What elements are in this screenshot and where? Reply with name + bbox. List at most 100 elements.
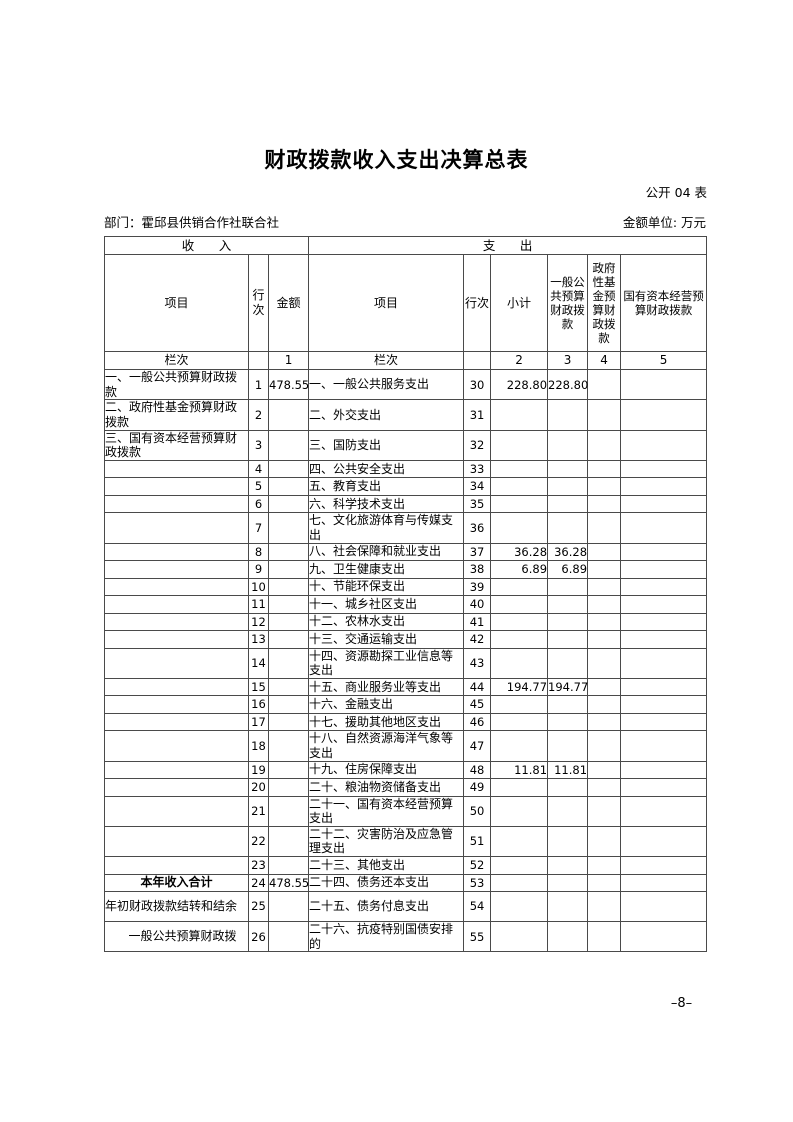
table-column-number-row: 栏次 1 栏次 2 3 4 5 [104, 351, 708, 370]
cell-income-amount [267, 712, 310, 732]
department-label: 部门：霍邱县供销合作社联合社 [104, 215, 280, 230]
table-body: 一、一般公共预算财政拨款 1 478.55 一、一般公共服务支出 30 228.80 228… [104, 368, 708, 953]
cell-expense-line: 51 [463, 825, 492, 858]
cell-general-public: 11.81 [547, 760, 589, 779]
cell-state-capital [620, 795, 708, 827]
cell-income-line: 3 [248, 429, 269, 461]
cell-state-capital [620, 873, 708, 892]
colno-expense-line [463, 351, 492, 370]
cell-income-line: 5 [248, 477, 269, 496]
table-row: 17 十七、援助其他地区支出 46 [104, 712, 708, 732]
cell-expense-line: 47 [463, 730, 492, 762]
cell-income-item: 本年收入合计 [104, 873, 249, 892]
cell-gov-fund [587, 560, 622, 579]
cell-expense-item: 十六、金融支出 [308, 695, 465, 714]
cell-expense-item: 十九、住房保障支出 [308, 760, 465, 779]
cell-income-item [104, 477, 249, 496]
cell-expense-line: 39 [463, 577, 492, 596]
cell-income-amount [267, 630, 310, 649]
cell-income-line: 8 [248, 542, 269, 561]
cell-expense-line: 37 [463, 542, 492, 561]
cell-income-amount [267, 825, 310, 858]
cell-income-item: 一、一般公共预算财政拨款 [104, 368, 249, 401]
cell-income-item [104, 630, 249, 649]
cell-gov-fund [587, 429, 622, 461]
cell-subtotal [490, 920, 549, 953]
cell-state-capital [620, 891, 708, 922]
cell-expense-line: 40 [463, 595, 492, 614]
table-row: 本年收入合计 24 478.55 二十四、债务还本支出 53 [104, 873, 708, 892]
table-row: 21 二十一、国有资本经营预算支出 50 [104, 795, 708, 827]
cell-state-capital [620, 630, 708, 649]
band-expense: 支 出 [308, 236, 708, 255]
cell-subtotal [490, 856, 549, 875]
cell-income-amount [267, 399, 310, 431]
cell-general-public [547, 795, 589, 827]
financial-table: 收 入 支 出 项目 行次 金额 项目 行次 小计 一般公共预算财政拨款 政府性… [103, 236, 708, 953]
header-income-item: 项目 [104, 254, 249, 352]
colno-subtotal: 2 [490, 351, 549, 370]
cell-income-line: 24 [248, 873, 269, 892]
cell-income-amount [267, 647, 310, 679]
cell-state-capital [620, 856, 708, 875]
cell-general-public [547, 494, 589, 514]
cell-state-capital [620, 595, 708, 614]
table-row: 18 十八、自然资源海洋气象等支出 47 [104, 730, 708, 762]
cell-income-amount [267, 542, 310, 561]
cell-gov-fund [587, 512, 622, 544]
cell-state-capital [620, 512, 708, 544]
cell-gov-fund [587, 542, 622, 561]
cell-gov-fund [587, 778, 622, 797]
cell-expense-item: 十五、商业服务业等支出 [308, 677, 465, 697]
cell-state-capital [620, 542, 708, 561]
cell-general-public [547, 595, 589, 614]
cell-gov-fund [587, 630, 622, 649]
cell-expense-item: 十一、城乡社区支出 [308, 595, 465, 614]
cell-expense-line: 30 [463, 368, 492, 401]
cell-expense-line: 55 [463, 920, 492, 953]
cell-subtotal [490, 612, 549, 631]
cell-expense-item: 八、社会保障和就业支出 [308, 542, 465, 561]
cell-gov-fund [587, 494, 622, 514]
cell-income-line: 20 [248, 778, 269, 797]
cell-income-item [104, 494, 249, 514]
cell-state-capital [620, 647, 708, 679]
cell-expense-line: 31 [463, 399, 492, 431]
cell-state-capital [620, 712, 708, 732]
colno-label-expense: 栏次 [308, 351, 465, 370]
cell-income-item [104, 730, 249, 762]
band-income: 收 入 [103, 236, 310, 255]
cell-gov-fund [587, 459, 622, 479]
cell-gov-fund [587, 647, 622, 679]
cell-subtotal [490, 459, 549, 479]
cell-state-capital [620, 778, 708, 797]
colno-income-amount: 1 [267, 351, 310, 370]
cell-income-line: 21 [248, 795, 269, 827]
colno-income-line [248, 351, 269, 370]
cell-income-amount [267, 891, 310, 922]
cell-expense-item: 二十三、其他支出 [308, 856, 465, 875]
cell-general-public [547, 695, 589, 714]
cell-general-public [547, 429, 589, 461]
cell-income-item [104, 459, 249, 479]
cell-income-amount: 478.55 [267, 873, 310, 892]
cell-expense-item: 二十四、债务还本支出 [308, 873, 465, 892]
cell-income-line: 25 [248, 891, 269, 922]
cell-state-capital [620, 494, 708, 514]
cell-general-public: 36.28 [547, 542, 589, 561]
cell-expense-item: 十、节能环保支出 [308, 577, 465, 596]
cell-general-public [547, 577, 589, 596]
cell-general-public [547, 630, 589, 649]
cell-expense-line: 38 [463, 560, 492, 579]
table-row: 19 十九、住房保障支出 48 11.81 11.81 [104, 760, 708, 779]
cell-income-amount [267, 856, 310, 875]
table-row: 一、一般公共预算财政拨款 1 478.55 一、一般公共服务支出 30 228.80 228… [104, 368, 708, 401]
cell-state-capital [620, 677, 708, 697]
cell-general-public [547, 891, 589, 922]
cell-gov-fund [587, 795, 622, 827]
cell-general-public: 228.80 [547, 368, 588, 401]
cell-income-line: 18 [248, 730, 269, 762]
table-row: 三、国有资本经营预算财政拨款 3 三、国防支出 32 [104, 429, 708, 461]
cell-general-public [547, 647, 589, 679]
page-title: 财政拨款收入支出决算总表 [264, 148, 529, 172]
